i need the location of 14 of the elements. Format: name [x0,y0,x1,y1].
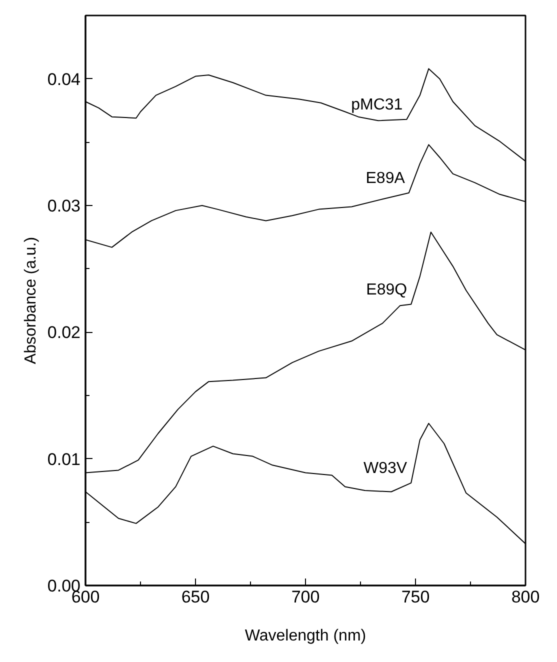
series-label: E89Q [366,281,408,298]
y-tick-label: 0.01 [47,450,81,469]
x-axis-title: Wavelength (nm) [244,628,366,644]
y-axis-title: Absorbance (a.u.) [22,236,40,364]
x-tick-label: 800 [511,588,540,606]
series-label: E89A [366,170,406,187]
series-label: pMC31 [351,96,403,114]
x-tick-label: 700 [291,588,320,606]
y-tick-label: 0.02 [47,323,81,342]
x-tick-label: 650 [181,588,210,606]
y-tick-label: 0.03 [47,196,81,216]
y-tick-label: 0.04 [47,70,81,89]
x-tick-label: 750 [401,588,430,606]
series-label: W93V [364,460,408,477]
